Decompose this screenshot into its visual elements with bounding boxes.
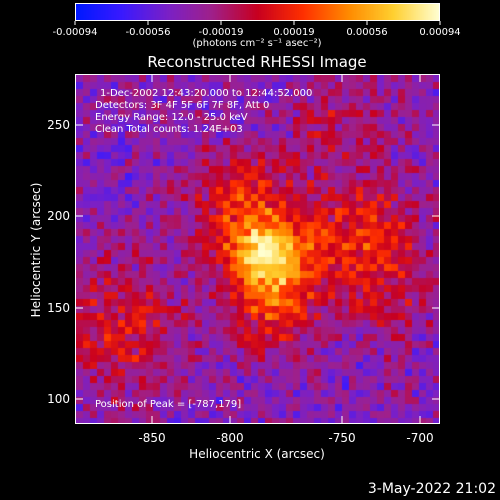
colorbar xyxy=(75,3,440,21)
x-tick-label: -800 xyxy=(216,431,244,445)
x-axis-label: Heliocentric X (arcsec) xyxy=(189,447,325,461)
colorbar-ticks xyxy=(74,21,441,25)
colorbar-tick-label: 0.00056 xyxy=(346,27,388,38)
x-tick-label: -750 xyxy=(328,431,356,445)
y-tick-label: 200 xyxy=(47,209,70,223)
colorbar-tick-label: -0.00056 xyxy=(125,27,171,38)
y-tick-label: 100 xyxy=(47,392,70,406)
colorbar-gradient xyxy=(76,4,439,20)
colorbar-tick-label: -0.00094 xyxy=(52,27,98,38)
colorbar-units: (photons cm⁻² s⁻¹ asec⁻²) xyxy=(192,38,322,49)
x-tick-label: -850 xyxy=(138,431,166,445)
colorbar-tick-label: 0.00019 xyxy=(273,27,315,38)
image-title: Reconstructed RHESSI Image xyxy=(147,53,367,71)
colorbar-tick-label: -0.00019 xyxy=(198,27,244,38)
colorbar-tick-label: 0.00094 xyxy=(419,27,461,38)
info-clean-counts: Clean Total counts: 1.24E+03 xyxy=(95,124,243,135)
plot-timestamp: 3-May-2022 21:02 xyxy=(367,481,496,497)
info-time-range: 1-Dec-2002 12:43:20.000 to 12:44:52.000 xyxy=(100,88,313,99)
rhessi-image-plot: 1-Dec-2002 12:43:20.000 to 12:44:52.000 … xyxy=(75,74,440,424)
reconstructed-image xyxy=(76,75,439,423)
y-axis-label: Heliocentric Y (arcsec) xyxy=(29,182,43,318)
info-detectors: Detectors: 3F 4F 5F 6F 7F 8F, Att 0 xyxy=(95,100,270,111)
y-tick-label: 250 xyxy=(47,118,70,132)
y-tick-label: 150 xyxy=(47,301,70,315)
x-tick-label: -700 xyxy=(406,431,434,445)
info-energy-range: Energy Range: 12.0 - 25.0 keV xyxy=(95,112,248,123)
peak-position-text: Position of Peak = [-787,179] xyxy=(95,399,242,410)
